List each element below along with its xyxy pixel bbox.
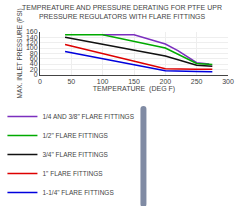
svg-text:3/4" FLARE FITTINGS: 3/4" FLARE FITTINGS	[42, 151, 108, 158]
svg-text:250: 250	[191, 78, 203, 85]
svg-text:20: 20	[30, 66, 38, 73]
svg-text:MAX. INLET PRESSURE (PSI): MAX. INLET PRESSURE (PSI)	[16, 8, 24, 98]
svg-text:1/2" FLARE FITTINGS: 1/2" FLARE FITTINGS	[42, 132, 108, 139]
svg-text:1/4 AND 3/8" FLARE FITTINGS: 1/4 AND 3/8" FLARE FITTINGS	[42, 113, 134, 120]
svg-text:1-1/4" FLARE FITTINGS: 1-1/4" FLARE FITTINGS	[42, 189, 114, 196]
svg-text:TEMPREATURE AND PRESSURE DERAT: TEMPREATURE AND PRESSURE DERATING FOR PT…	[22, 4, 222, 20]
svg-text:200: 200	[159, 78, 171, 85]
svg-text:60: 60	[30, 55, 38, 62]
svg-text:100: 100	[26, 44, 38, 51]
svg-text:100: 100	[97, 78, 109, 85]
svg-text:TEMPERATURE (DEG F): TEMPERATURE (DEG F)	[93, 85, 175, 93]
svg-text:160: 160	[26, 28, 38, 35]
svg-text:150: 150	[128, 78, 140, 85]
svg-text:0: 0	[38, 78, 42, 85]
svg-text:0: 0	[34, 71, 38, 78]
svg-text:140: 140	[26, 34, 38, 41]
svg-text:50: 50	[67, 78, 75, 85]
svg-text:40: 40	[30, 60, 38, 67]
svg-text:120: 120	[26, 39, 38, 46]
svg-text:80: 80	[30, 50, 38, 57]
svg-text:300: 300	[222, 78, 234, 85]
svg-text:1" FLARE FITTINGS: 1" FLARE FITTINGS	[42, 170, 103, 177]
